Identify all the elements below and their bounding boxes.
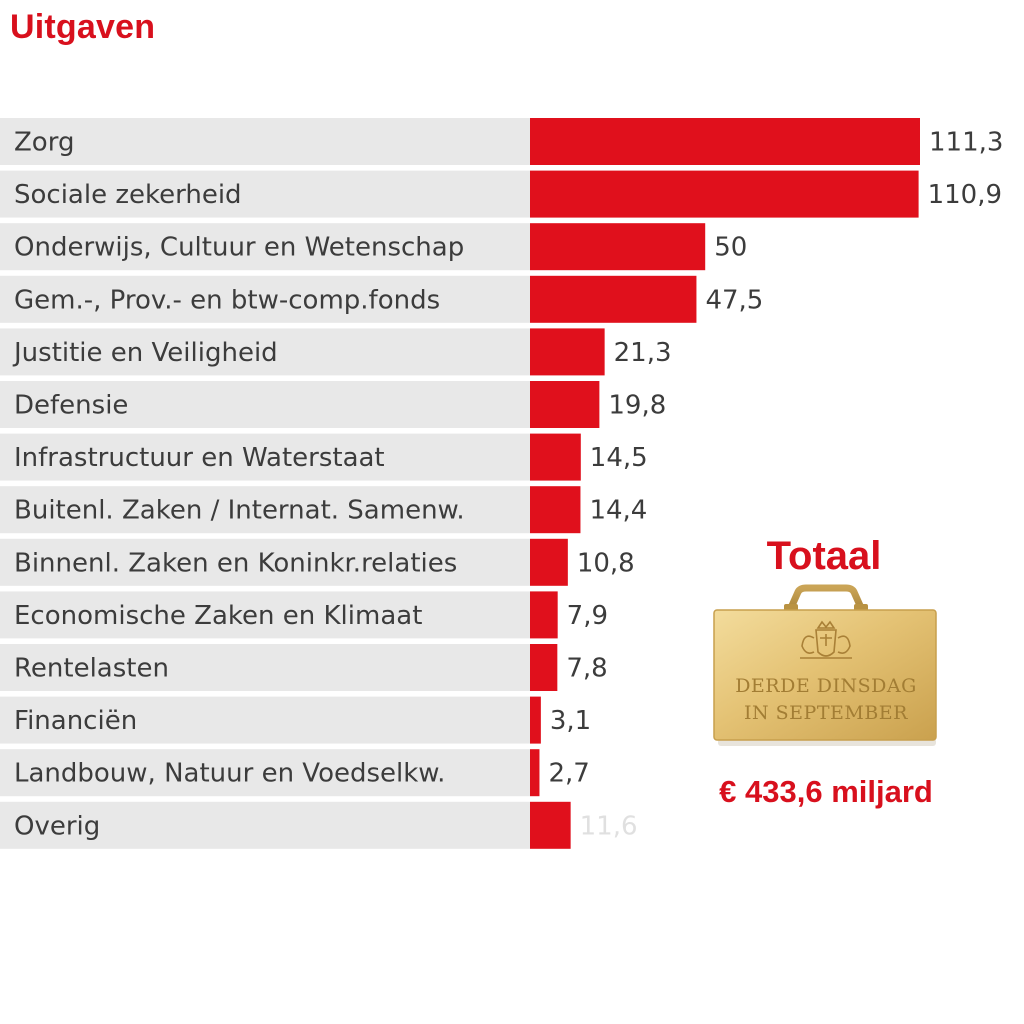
value-label: 7,9 — [567, 601, 608, 631]
category-label: Buitenl. Zaken / Internat. Samenw. — [14, 496, 465, 526]
total-title: Totaal — [766, 534, 882, 578]
category-label: Gem.-, Prov.- en btw-comp.fonds — [14, 285, 440, 315]
category-label: Justitie en Veiligheid — [12, 338, 278, 368]
row-background — [0, 644, 530, 691]
value-label: 47,5 — [705, 285, 763, 315]
row-background — [0, 801, 530, 849]
row-background — [0, 538, 530, 586]
value-label: 11,6 — [580, 811, 638, 841]
bar — [530, 486, 581, 534]
value-label: 19,8 — [608, 391, 666, 421]
briefcase-text-line1: DERDE DINSDAG — [735, 675, 917, 697]
value-label: 14,5 — [590, 443, 648, 473]
category-label: Infrastructuur en Waterstaat — [14, 443, 385, 473]
category-label: Zorg — [14, 128, 74, 158]
row-background — [0, 223, 530, 271]
bar — [530, 118, 920, 165]
bar — [530, 433, 581, 481]
value-label: 3,1 — [550, 706, 591, 736]
bar — [530, 275, 697, 323]
row-background — [0, 486, 530, 534]
category-label: Financiën — [14, 706, 137, 736]
value-label: 14,4 — [589, 496, 647, 526]
category-label: Economische Zaken en Klimaat — [14, 601, 422, 631]
bar — [530, 538, 568, 586]
category-label: Defensie — [14, 391, 128, 421]
briefcase-icon — [713, 584, 937, 746]
bar — [530, 223, 706, 271]
value-label: 7,8 — [566, 654, 607, 684]
bar — [530, 644, 558, 691]
row-background — [0, 433, 530, 481]
bar — [530, 801, 571, 849]
row-background — [0, 591, 530, 639]
briefcase-text-line2: IN SEPTEMBER — [744, 702, 908, 724]
value-label: 2,7 — [548, 759, 589, 789]
value-label: 10,8 — [577, 548, 635, 578]
value-label: 21,3 — [614, 338, 672, 368]
row-background — [0, 696, 530, 744]
row-background — [0, 749, 530, 797]
category-label: Rentelasten — [14, 654, 169, 684]
bar — [530, 696, 541, 744]
bar — [530, 749, 540, 797]
bar — [530, 328, 605, 376]
value-label: 50 — [714, 233, 747, 263]
row-background — [0, 118, 530, 165]
value-label: 111,3 — [929, 128, 1003, 158]
category-label: Onderwijs, Cultuur en Wetenschap — [14, 233, 464, 263]
bar — [530, 170, 919, 218]
bar — [530, 381, 600, 428]
bar-chart: Zorg 111,3 Sociale zekerheid 110,9 Onderwijs… — [0, 118, 1003, 849]
value-label: 110,9 — [928, 180, 1002, 210]
bar — [530, 591, 558, 639]
category-label: Landbouw, Natuur en Voedselkw. — [14, 759, 445, 789]
total-value: € 433,6 miljard — [719, 774, 933, 809]
category-label: Sociale zekerheid — [14, 180, 242, 210]
row-background — [0, 381, 530, 428]
category-label: Binnenl. Zaken en Koninkr.relaties — [14, 548, 457, 578]
row-background — [0, 170, 530, 218]
chart-title: Uitgaven — [10, 8, 156, 46]
row-background — [0, 328, 530, 376]
row-background — [0, 275, 530, 323]
category-label: Overig — [14, 811, 100, 841]
